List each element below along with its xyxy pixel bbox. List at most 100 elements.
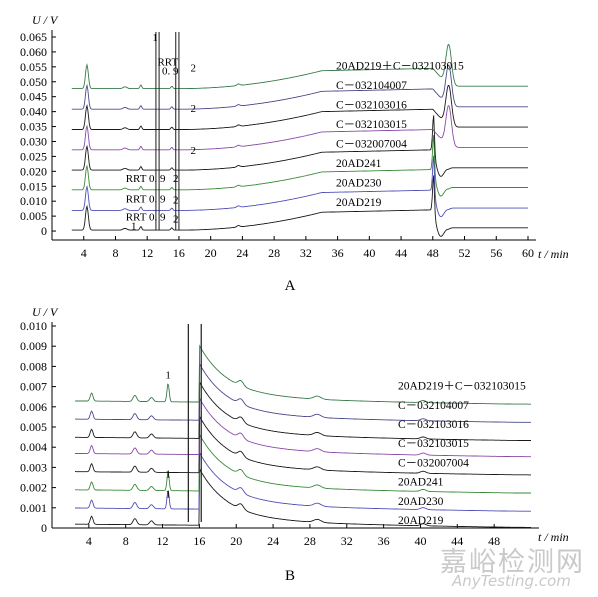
x-tick-label: 8: [123, 534, 129, 548]
x-tick-label: 8: [112, 246, 118, 260]
series-label: C－032007004: [336, 139, 407, 151]
x-tick-label: 4: [86, 534, 92, 548]
peak-annotation: 2: [173, 214, 179, 226]
y-tick-label: 0.002: [20, 481, 47, 495]
y-tick-label: 0.030: [20, 134, 47, 148]
y-tick-label: 0.009: [20, 339, 47, 353]
peak-annotation: 1: [165, 469, 171, 481]
series-label: 20AD230: [398, 496, 444, 508]
x-tick-label: 44: [451, 534, 463, 548]
y-tick-label: 0.007: [20, 380, 47, 394]
y-tick-label: 0.065: [20, 30, 47, 44]
y-tick-label: 0.055: [20, 60, 47, 74]
series-label: 20AD219: [398, 515, 444, 527]
series-label: 20AD219＋C－032103015: [336, 61, 464, 73]
x-tick-label: 40: [363, 246, 375, 260]
x-tick-label: 44: [395, 246, 407, 260]
series-line: [71, 105, 528, 151]
x-axis-label: t / min: [538, 530, 569, 544]
y-tick-label: 0.010: [20, 194, 47, 208]
x-tick-label: 52: [459, 246, 471, 260]
peak-annotation: 2: [190, 103, 196, 115]
x-tick-label: 4: [81, 246, 87, 260]
series-line: [71, 115, 528, 177]
series-label: C－032103015: [336, 119, 407, 131]
y-tick-label: 0.060: [20, 45, 47, 59]
chart-panel-b: 0 0.001 0.002 0.003 0.004 0.005 0.006 0.007 0.00…: [20, 305, 569, 584]
series-line: [75, 452, 531, 512]
x-tick-label: 40: [414, 534, 426, 548]
series-label: 20AD241: [398, 477, 444, 489]
series-label: 20AD219＋C－032103015: [398, 381, 526, 393]
panel-label: A: [285, 278, 296, 294]
peak-annotation: 1: [152, 32, 158, 44]
peak-annotation: 2: [173, 194, 179, 206]
x-tick-label: 28: [268, 246, 280, 260]
series-label: C－032104007: [336, 80, 407, 92]
y-tick-label: 0.045: [20, 90, 47, 104]
series-label: 20AD219: [336, 197, 382, 209]
y-tick-label: 0.006: [20, 400, 47, 414]
peak-annotation: RRT 0. 9: [126, 212, 166, 224]
x-tick-label: 12: [141, 246, 153, 260]
y-tick-label: 0.020: [20, 164, 47, 178]
peak-annotation: RRT 0. 9: [126, 173, 166, 185]
x-tick-label: 20: [205, 246, 217, 260]
series-line: [71, 175, 528, 237]
series-label: C－032103015: [398, 438, 469, 450]
y-tick-label: 0.010: [20, 319, 47, 333]
series-label: C－032007004: [398, 457, 469, 469]
peak-annotation: 1: [131, 221, 137, 233]
series-line: [75, 414, 531, 476]
y-tick-label: 0.040: [20, 105, 47, 119]
x-tick-label: 32: [300, 246, 312, 260]
chart-panel-a: 00.0050.0100.0150.0200.0250.0300.0350.04…: [20, 13, 569, 294]
series-line: [75, 382, 531, 441]
x-tick-label: 20: [230, 534, 242, 548]
y-axis-label: U / V: [32, 305, 59, 319]
x-tick-label: 56: [490, 246, 502, 260]
x-tick-label: 28: [304, 534, 316, 548]
series-label: C－032103016: [336, 100, 407, 112]
x-tick-label: 32: [341, 534, 353, 548]
series-line: [75, 344, 531, 405]
series-line: [71, 64, 528, 110]
y-tick-label: 0.005: [20, 209, 47, 223]
series-label: C－032104007: [398, 400, 469, 412]
peak-annotation: 0. 9: [162, 65, 179, 77]
y-tick-label: 0.001: [20, 501, 47, 515]
series-line: [71, 85, 528, 130]
series-line: [75, 468, 531, 528]
series-label: 20AD230: [336, 178, 382, 190]
x-tick-label: 36: [378, 534, 390, 548]
watermark-url: AnyTesting.com: [452, 572, 571, 590]
peak-annotation: RRT 0. 9: [126, 193, 166, 205]
peak-annotation: 1: [165, 489, 171, 501]
x-tick-label: 24: [236, 246, 248, 260]
peak-annotation: 2: [190, 62, 196, 74]
y-tick-label: 0.050: [20, 75, 47, 89]
x-tick-label: 36: [332, 246, 344, 260]
y-tick-label: 0: [41, 521, 47, 535]
x-tick-label: 24: [267, 534, 279, 548]
y-tick-label: 0.005: [20, 420, 47, 434]
series-line: [71, 44, 528, 90]
series-line: [75, 398, 531, 458]
x-tick-label: 48: [427, 246, 439, 260]
series-line: [71, 155, 528, 218]
peak-annotation: RRT: [157, 56, 178, 68]
x-tick-label: 48: [488, 534, 500, 548]
y-tick-label: 0.004: [20, 440, 47, 454]
watermark-text: 嘉峪检测网: [440, 547, 585, 578]
y-tick-label: 0.003: [20, 460, 47, 474]
series-label: C－032103016: [398, 419, 469, 431]
x-tick-label: 60: [522, 246, 534, 260]
series-line: [75, 433, 531, 494]
x-tick-label: 12: [157, 534, 169, 548]
series-label: 20AD241: [336, 158, 382, 170]
y-axis-label: U / V: [32, 13, 59, 27]
peak-annotation: 1: [165, 370, 171, 382]
y-tick-label: 0.035: [20, 120, 47, 134]
panel-label: B: [285, 568, 295, 584]
